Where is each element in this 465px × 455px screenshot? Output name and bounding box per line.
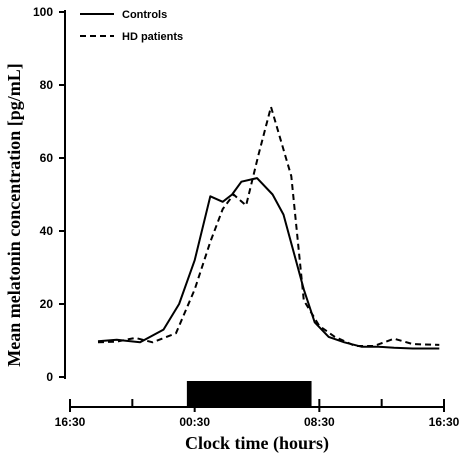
x-tick-label: 16:30	[55, 415, 86, 429]
y-tick-label: 40	[40, 224, 54, 238]
legend-label: Controls	[122, 9, 167, 21]
y-tick-label: 0	[46, 370, 53, 384]
axis-titles: Clock time (hours) Mean melatonin concent…	[4, 63, 329, 454]
x-tick-label: 16:30	[429, 415, 460, 429]
y-tick-label: 80	[40, 78, 54, 92]
legend: Controls HD patients	[80, 9, 183, 43]
controls-series-line	[97, 177, 440, 350]
dark-period-bar	[186, 381, 312, 407]
x-axis-title: Clock time (hours)	[185, 433, 329, 454]
y-tick-label: 100	[33, 5, 53, 19]
dark-period-layer	[186, 381, 312, 407]
series-layer	[97, 105, 440, 350]
legend-label: HD patients	[122, 31, 183, 43]
axes-layer: 0 20 40 60 80 100 16:30 00:30 08:30 16:30	[33, 5, 460, 429]
y-tick-label: 20	[40, 297, 54, 311]
y-axis-title: Mean melatonin concentration [pg/mL]	[4, 63, 24, 366]
hd-patients-series-line	[97, 105, 440, 347]
y-tick-label: 60	[40, 151, 54, 165]
x-tick-label: 08:30	[304, 415, 335, 429]
x-tick-label: 00:30	[179, 415, 210, 429]
